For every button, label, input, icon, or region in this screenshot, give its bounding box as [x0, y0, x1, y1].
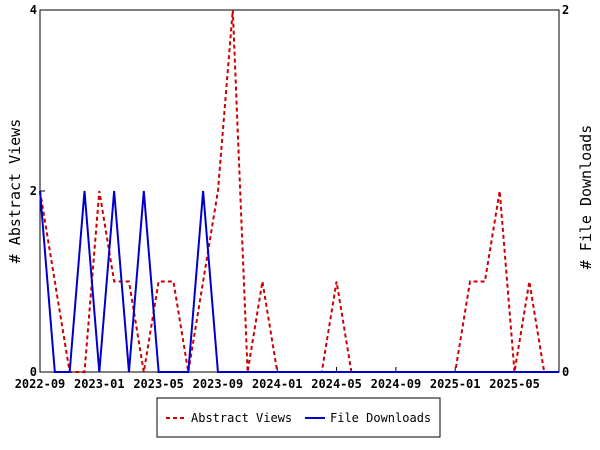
- x-tick-label: 2025-01: [430, 377, 481, 391]
- y-right-tick-label: 0: [562, 365, 569, 379]
- y-left-tick-label: 2: [30, 184, 37, 198]
- y-right-tick-label: 2: [562, 3, 569, 17]
- x-tick-label: 2023-05: [133, 377, 184, 391]
- legend-label-file-downloads: File Downloads: [330, 411, 431, 425]
- y-right-axis-label: # File Downloads: [577, 125, 595, 270]
- legend: Abstract Views File Downloads: [156, 397, 441, 438]
- y-right-axis-ticks: 02: [554, 3, 569, 379]
- legend-box: [156, 397, 441, 438]
- x-tick-label: 2024-01: [252, 377, 303, 391]
- x-tick-label: 2024-05: [311, 377, 362, 391]
- y-left-tick-label: 0: [30, 365, 37, 379]
- legend-label-abstract-views: Abstract Views: [191, 411, 292, 425]
- series-line-abstract-views: [39, 9, 559, 373]
- x-tick-label: 2022-09: [15, 377, 66, 391]
- y-left-axis-label: # Abstract Views: [6, 119, 24, 264]
- series-layer: [39, 9, 559, 373]
- y-left-tick-label: 4: [30, 3, 37, 17]
- x-tick-label: 2023-01: [74, 377, 125, 391]
- y-left-axis-ticks: 0 2 4: [30, 3, 45, 379]
- x-tick-label: 2025-05: [489, 377, 540, 391]
- x-axis-ticks: 2022-09 2023-01 2023-05 2023-09 2024-01 2024-…: [15, 367, 540, 391]
- plot-frame: [39, 9, 560, 373]
- x-tick-label: 2023-09: [193, 377, 244, 391]
- x-tick-label: 2024-09: [371, 377, 422, 391]
- series-line-file-downloads: [39, 190, 559, 373]
